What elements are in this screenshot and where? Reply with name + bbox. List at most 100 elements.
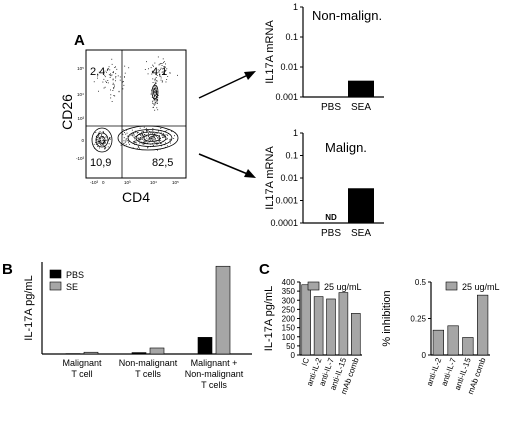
flow-dot <box>153 65 154 67</box>
flow-dot <box>165 63 166 65</box>
flow-dot <box>155 86 156 88</box>
flow-dot <box>104 147 106 149</box>
y-tick-label: 350 <box>282 287 296 296</box>
flow-dot <box>148 133 149 135</box>
y-tick-label: 0 <box>422 351 427 360</box>
flow-dot <box>122 81 124 82</box>
flow-x-ticks: -10³ 0 10³ 10⁴ 10⁵ <box>90 180 179 185</box>
flow-dot <box>104 74 106 76</box>
flow-dot <box>100 144 102 146</box>
flow-dot <box>138 139 140 141</box>
flow-plot-frame <box>85 49 187 179</box>
flow-dot <box>164 146 166 148</box>
flow-dot <box>135 143 137 145</box>
flow-dot <box>136 132 138 134</box>
flow-dot <box>132 135 133 137</box>
flow-dot <box>130 134 132 136</box>
flow-dot <box>102 137 104 139</box>
flow-dot <box>147 146 149 148</box>
flow-dot <box>171 131 173 132</box>
x-tick-label: T cell <box>71 369 92 379</box>
flow-dot <box>105 80 107 82</box>
flow-dot <box>110 75 112 77</box>
flow-dot <box>100 138 101 140</box>
flow-dot <box>157 69 159 71</box>
flow-dot <box>152 135 154 137</box>
y-tick-label: 0.0001 <box>270 218 298 228</box>
flow-dot <box>160 143 162 144</box>
flow-dot <box>164 70 166 72</box>
panel-label-b: B <box>2 261 13 278</box>
flow-dot <box>152 102 153 104</box>
bar-se <box>149 347 165 355</box>
flow-dot <box>163 136 165 138</box>
flow-dot <box>160 128 162 129</box>
flow-dot <box>153 86 155 88</box>
flow-dot <box>139 127 141 129</box>
flow-dot <box>132 147 134 149</box>
flow-dot <box>134 141 136 143</box>
flow-dot <box>174 135 175 137</box>
flow-dot <box>154 95 156 97</box>
flow-dot <box>160 63 162 64</box>
flow-dot <box>142 131 144 133</box>
flow-dot <box>154 81 156 83</box>
flow-dot <box>125 140 127 142</box>
flow-dot <box>162 134 164 136</box>
flow-dot <box>152 78 154 80</box>
flow-dot <box>95 132 97 133</box>
flow-dot <box>162 136 164 138</box>
flow-dot <box>147 142 149 144</box>
flow-dot <box>124 132 125 133</box>
flow-dot <box>147 73 149 75</box>
x-tick-label: SEA <box>351 102 371 113</box>
flow-dot <box>115 73 117 75</box>
flow-dot <box>147 147 149 149</box>
flow-dot <box>158 64 160 66</box>
flow-dot <box>161 65 163 66</box>
flow-dot <box>153 70 155 72</box>
flow-dot <box>122 88 124 90</box>
flow-dot <box>138 138 140 140</box>
flow-x-tick: -10³ <box>90 180 99 185</box>
flow-dot <box>146 135 147 137</box>
flow-dot <box>147 130 149 131</box>
flow-dot <box>123 140 125 142</box>
flow-dot <box>154 99 155 101</box>
flow-dot <box>103 145 105 146</box>
flow-dot <box>157 136 159 138</box>
flow-dot <box>132 133 134 134</box>
flow-dot <box>142 136 144 138</box>
flow-dot <box>146 130 148 132</box>
flow-dot <box>154 138 156 139</box>
flow-dot <box>156 144 158 145</box>
flow-dot <box>147 136 149 138</box>
x-tick-label: SEA <box>351 228 371 239</box>
flow-dot <box>112 78 114 80</box>
flow-dot <box>153 142 155 143</box>
flow-dot <box>115 80 116 82</box>
flow-dot <box>105 136 107 138</box>
flow-dot <box>103 78 105 80</box>
flow-dot <box>152 140 154 142</box>
bar-se <box>83 351 99 355</box>
y-axis-label: IL-17A pg/mL <box>263 286 275 351</box>
flow-dot <box>143 126 145 128</box>
flow-dot <box>160 139 162 141</box>
flow-dot <box>114 67 116 68</box>
flow-dot <box>161 81 163 83</box>
flow-dot <box>102 144 104 145</box>
flow-dot <box>165 142 166 144</box>
flow-dot <box>135 139 137 141</box>
flow-dot <box>142 141 144 143</box>
legend-swatch-se <box>49 281 62 291</box>
flow-dot <box>107 80 109 81</box>
flow-dot <box>137 146 139 147</box>
flow-dot <box>149 139 151 141</box>
flow-dot <box>164 70 166 72</box>
flow-dot <box>154 92 156 94</box>
flow-dot <box>123 137 125 139</box>
flow-dot <box>128 67 130 69</box>
flow-dot <box>104 148 105 150</box>
